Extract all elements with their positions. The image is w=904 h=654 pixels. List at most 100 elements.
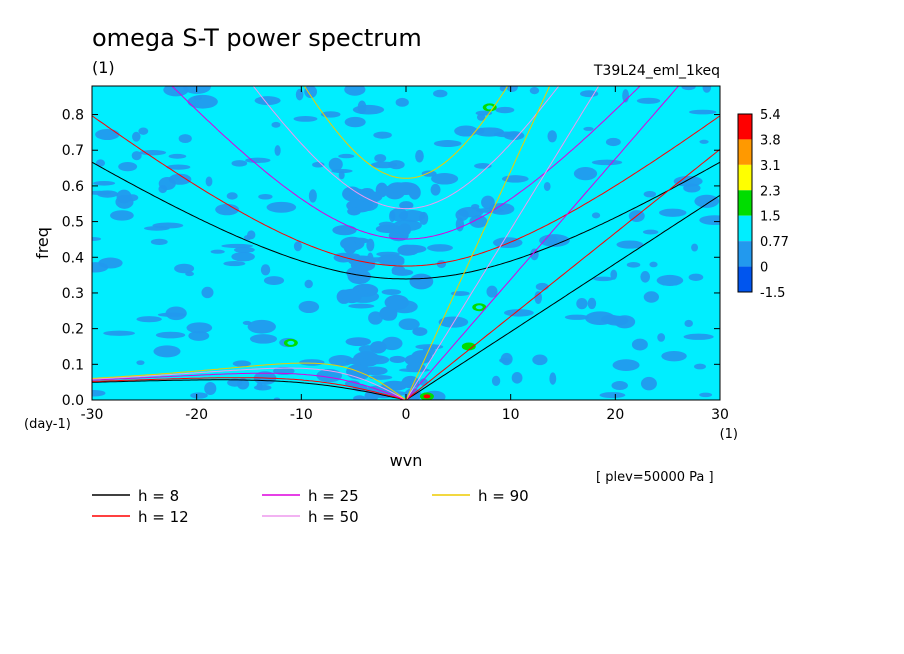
low-power-patch	[576, 297, 588, 310]
low-power-patch	[293, 241, 302, 252]
low-power-patch	[353, 395, 366, 400]
low-power-patch	[534, 291, 542, 305]
colorbar-swatch	[738, 139, 752, 165]
low-power-patch	[503, 309, 534, 317]
low-power-patch	[475, 207, 504, 213]
low-power-patch	[357, 100, 367, 114]
low-power-patch	[132, 131, 141, 142]
low-power-patch	[185, 271, 194, 277]
y-tick-label: 0.3	[62, 286, 84, 302]
colorbar-frame	[737, 113, 753, 293]
dispersion-curve-ig	[171, 86, 641, 240]
low-power-patch	[253, 384, 272, 391]
y-tick-label: 0.5	[62, 215, 84, 231]
low-power-patch	[295, 88, 304, 101]
low-power-patch	[535, 282, 549, 291]
colorbar-level-label: -1.5	[760, 286, 785, 301]
pressure-level-note: [ plev=50000 Pa ]	[596, 470, 714, 485]
low-power-patch	[136, 316, 162, 323]
colorbar-level-label: 1.5	[760, 210, 781, 225]
low-power-patch	[187, 94, 218, 109]
low-power-patch	[375, 224, 403, 234]
low-power-patch	[304, 86, 317, 99]
low-power-patch	[373, 131, 392, 139]
low-power-patch	[684, 319, 693, 328]
low-power-patch	[573, 167, 598, 181]
colorbar-swatch	[738, 266, 752, 292]
low-power-patch	[168, 153, 187, 159]
low-power-patch	[369, 375, 393, 380]
low-power-patch	[93, 180, 116, 186]
low-power-patch	[564, 314, 589, 320]
low-power-patch	[139, 149, 167, 156]
x-tick-label: -20	[185, 407, 208, 423]
low-power-patch	[591, 212, 601, 219]
low-power-patch	[681, 86, 696, 91]
dispersion-curve-rossby	[92, 362, 407, 400]
low-power-patch	[165, 306, 187, 321]
low-power-patch	[593, 276, 614, 282]
low-power-patch	[274, 145, 281, 156]
low-power-patch	[193, 95, 202, 100]
low-power-patch	[699, 392, 713, 398]
low-power-patch	[92, 262, 109, 273]
low-power-patch	[153, 345, 181, 358]
colorbar-level-label: 0	[760, 261, 768, 276]
low-power-patch	[118, 161, 138, 172]
legend-label: h = 12	[138, 508, 189, 526]
low-power-patch	[166, 164, 191, 170]
low-power-patch	[178, 134, 192, 144]
run-label: T39L24_eml_1keq	[593, 63, 720, 79]
high-power-spot-core	[465, 344, 473, 349]
low-power-patch	[168, 173, 192, 185]
low-power-patch	[234, 246, 255, 253]
low-power-patch	[543, 181, 551, 191]
low-power-patch	[201, 286, 214, 299]
low-power-patch	[116, 189, 132, 204]
low-power-patch	[643, 190, 657, 198]
low-power-patch	[342, 289, 362, 304]
low-power-patch	[421, 170, 437, 177]
low-power-patch	[348, 303, 375, 309]
low-power-patch	[395, 97, 409, 107]
low-power-patch	[398, 223, 412, 236]
low-power-patch	[368, 311, 383, 325]
low-power-patch	[699, 139, 709, 144]
y-tick-label: 0.8	[62, 108, 84, 124]
low-power-patch	[247, 319, 276, 334]
low-power-patch	[529, 86, 540, 95]
dispersion-curve-rossby	[92, 367, 407, 400]
low-power-patch	[532, 354, 548, 366]
low-power-patch	[92, 236, 102, 241]
low-power-patch	[391, 265, 406, 275]
low-power-patch	[223, 260, 246, 267]
low-power-patch	[205, 176, 213, 187]
low-power-patch	[585, 311, 616, 325]
low-power-patch	[499, 357, 511, 364]
low-power-patch	[150, 238, 168, 246]
low-power-patch	[273, 397, 281, 400]
low-power-patch	[377, 254, 405, 266]
low-power-patch	[643, 291, 660, 303]
low-power-patch	[702, 86, 712, 93]
legend-label: h = 25	[308, 487, 359, 505]
low-power-patch	[404, 246, 419, 256]
low-power-patch	[110, 210, 134, 221]
y-axis-label: freq	[33, 227, 52, 259]
low-power-patch	[656, 274, 684, 286]
low-power-patch	[271, 121, 281, 128]
low-power-patch	[352, 104, 385, 115]
low-power-patch	[610, 269, 618, 280]
low-power-patch	[304, 279, 313, 289]
dispersion-curve-rossby	[92, 377, 407, 400]
low-power-patch	[95, 129, 120, 140]
low-power-patch	[312, 161, 325, 168]
low-power-patch	[345, 337, 372, 347]
low-power-patch	[243, 235, 252, 241]
low-power-patch	[477, 127, 485, 134]
low-power-patch	[409, 273, 434, 290]
y-tick-label: 0.1	[62, 357, 84, 373]
low-power-patch	[299, 359, 325, 366]
low-power-patch	[683, 333, 714, 340]
